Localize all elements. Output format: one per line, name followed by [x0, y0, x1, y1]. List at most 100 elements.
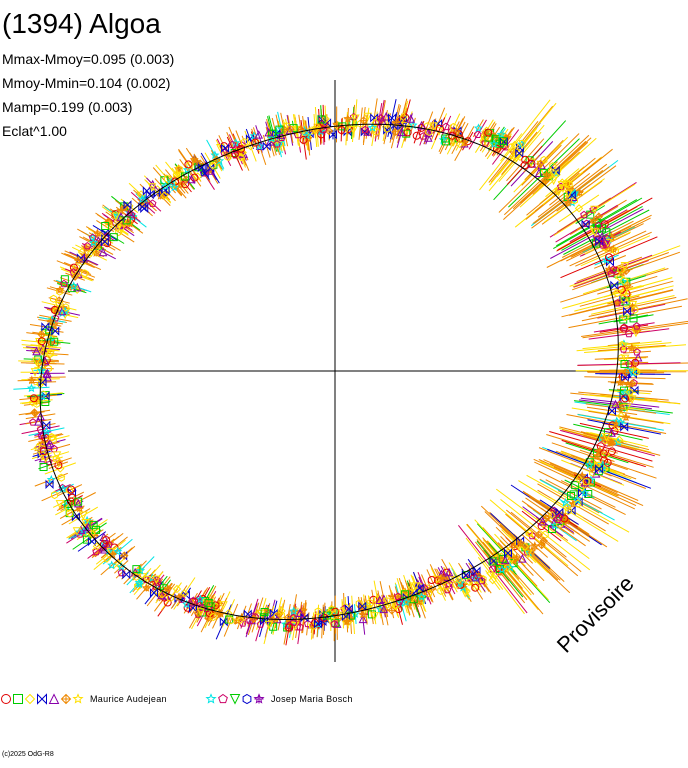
data-point: [358, 609, 368, 619]
data-point: [29, 394, 38, 403]
data-point: [427, 576, 436, 584]
data-point: [525, 156, 534, 165]
data-point: [141, 582, 152, 592]
data-point: [137, 194, 147, 204]
data-point: [358, 614, 368, 624]
error-bar: [28, 427, 65, 436]
data-point: [505, 562, 516, 572]
data-point: [607, 447, 616, 456]
data-point: [592, 450, 602, 460]
data-point: [303, 619, 312, 628]
error-bar: [574, 285, 674, 312]
error-bar: [489, 102, 557, 186]
error-bar: [563, 209, 650, 255]
data-point: [255, 141, 265, 151]
data-point: [518, 140, 528, 149]
data-point: [101, 222, 110, 231]
data-point: [219, 617, 228, 627]
data-point: [102, 554, 112, 563]
data-point: [615, 377, 625, 387]
error-bar: [506, 138, 545, 182]
data-point: [330, 619, 339, 628]
data-point: [486, 569, 495, 578]
data-point: [42, 420, 51, 431]
data-point: [181, 180, 190, 189]
data-point: [620, 372, 629, 383]
data-point: [219, 601, 228, 610]
data-point: [26, 383, 37, 393]
data-point: [60, 279, 68, 288]
data-point: [87, 536, 96, 547]
error-bar: [385, 595, 390, 609]
data-point: [299, 135, 308, 144]
data-point: [49, 435, 57, 444]
data-point: [408, 583, 417, 593]
data-point: [82, 524, 92, 533]
data-point: [488, 575, 497, 585]
legend-marker-bowtie-icon: [37, 693, 47, 705]
data-point: [52, 307, 60, 316]
data-point: [607, 428, 616, 437]
data-point: [611, 246, 619, 255]
error-bar: [577, 414, 664, 431]
data-point: [71, 512, 80, 522]
data-point: [264, 620, 274, 630]
data-point: [41, 398, 50, 407]
error-bar: [490, 105, 554, 183]
data-point: [317, 115, 326, 124]
data-point: [295, 608, 305, 617]
data-point: [499, 137, 508, 147]
data-point: [208, 161, 217, 170]
error-bar: [410, 117, 416, 133]
data-point: [44, 457, 53, 465]
data-point: [379, 594, 389, 604]
data-point: [32, 346, 41, 356]
stat-mmoy-mmin: Mmoy-Mmin=0.104 (0.002): [2, 75, 171, 91]
error-bar: [146, 576, 171, 607]
data-point: [402, 129, 411, 138]
error-bar: [304, 120, 310, 151]
data-point: [516, 538, 526, 548]
data-point: [67, 485, 76, 494]
data-point: [541, 514, 551, 523]
error-bar: [360, 603, 366, 635]
error-bar: [575, 205, 606, 225]
data-point: [343, 114, 353, 123]
data-point: [494, 564, 503, 573]
legend-marker-star-icon: [205, 693, 217, 704]
error-bar: [352, 117, 355, 143]
legend-marker-triangle-down-icon: [229, 694, 241, 705]
data-point: [227, 616, 235, 625]
error-bar: [623, 350, 651, 354]
data-point: [416, 592, 427, 601]
data-point: [74, 497, 83, 506]
error-bar: [21, 425, 60, 435]
error-bar: [571, 407, 671, 425]
data-point: [27, 375, 37, 385]
data-point: [45, 438, 55, 448]
data-point: [56, 464, 65, 473]
data-point: [290, 622, 300, 631]
data-point: [67, 487, 76, 498]
error-bar: [13, 386, 50, 390]
data-point: [322, 611, 331, 620]
error-bar: [492, 129, 520, 165]
error-bar: [413, 128, 420, 144]
error-bar: [602, 422, 623, 428]
error-bar: [607, 342, 641, 347]
data-point: [484, 128, 493, 137]
error-bar: [587, 455, 628, 471]
error-bar: [255, 125, 263, 145]
data-point: [619, 342, 629, 352]
data-point: [92, 542, 102, 551]
error-bar: [498, 133, 580, 213]
error-bar: [226, 131, 239, 158]
data-point: [169, 182, 179, 192]
error-bar: [545, 479, 602, 510]
data-point: [149, 588, 158, 598]
data-point: [273, 140, 281, 148]
copyright: (c)2025 OdG-R8: [2, 751, 54, 758]
data-point: [627, 379, 637, 388]
data-point: [52, 455, 60, 464]
